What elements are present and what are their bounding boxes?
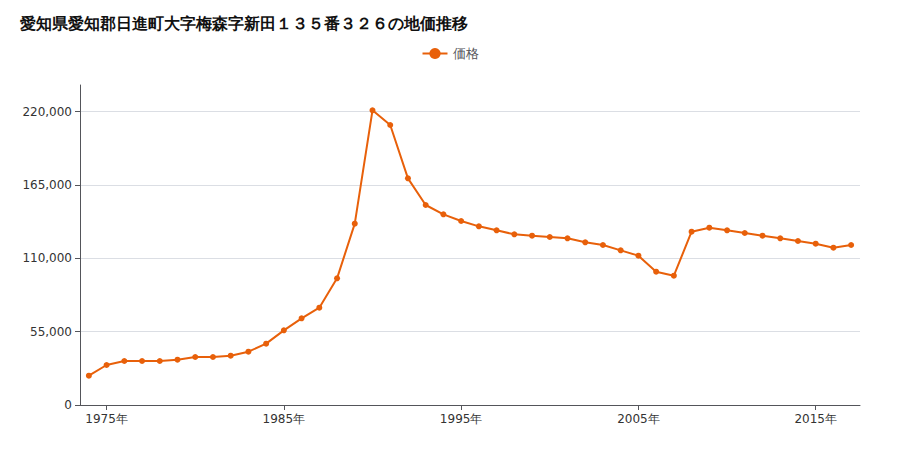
svg-text:1995年: 1995年 <box>440 412 483 426</box>
svg-text:165,000: 165,000 <box>22 178 72 192</box>
svg-text:愛知県愛知郡日進町大字梅森字新田１３５番３２６の地価推移: 愛知県愛知郡日進町大字梅森字新田１３５番３２６の地価推移 <box>20 14 468 33</box>
svg-text:55,000: 55,000 <box>30 325 72 339</box>
svg-text:1975年: 1975年 <box>85 412 128 426</box>
svg-text:価格: 価格 <box>453 46 479 61</box>
svg-text:220,000: 220,000 <box>22 105 72 119</box>
svg-text:2015年: 2015年 <box>794 412 837 426</box>
svg-text:1985年: 1985年 <box>263 412 306 426</box>
svg-text:0: 0 <box>64 398 72 412</box>
svg-text:2005年: 2005年 <box>617 412 660 426</box>
svg-text:110,000: 110,000 <box>22 251 72 265</box>
